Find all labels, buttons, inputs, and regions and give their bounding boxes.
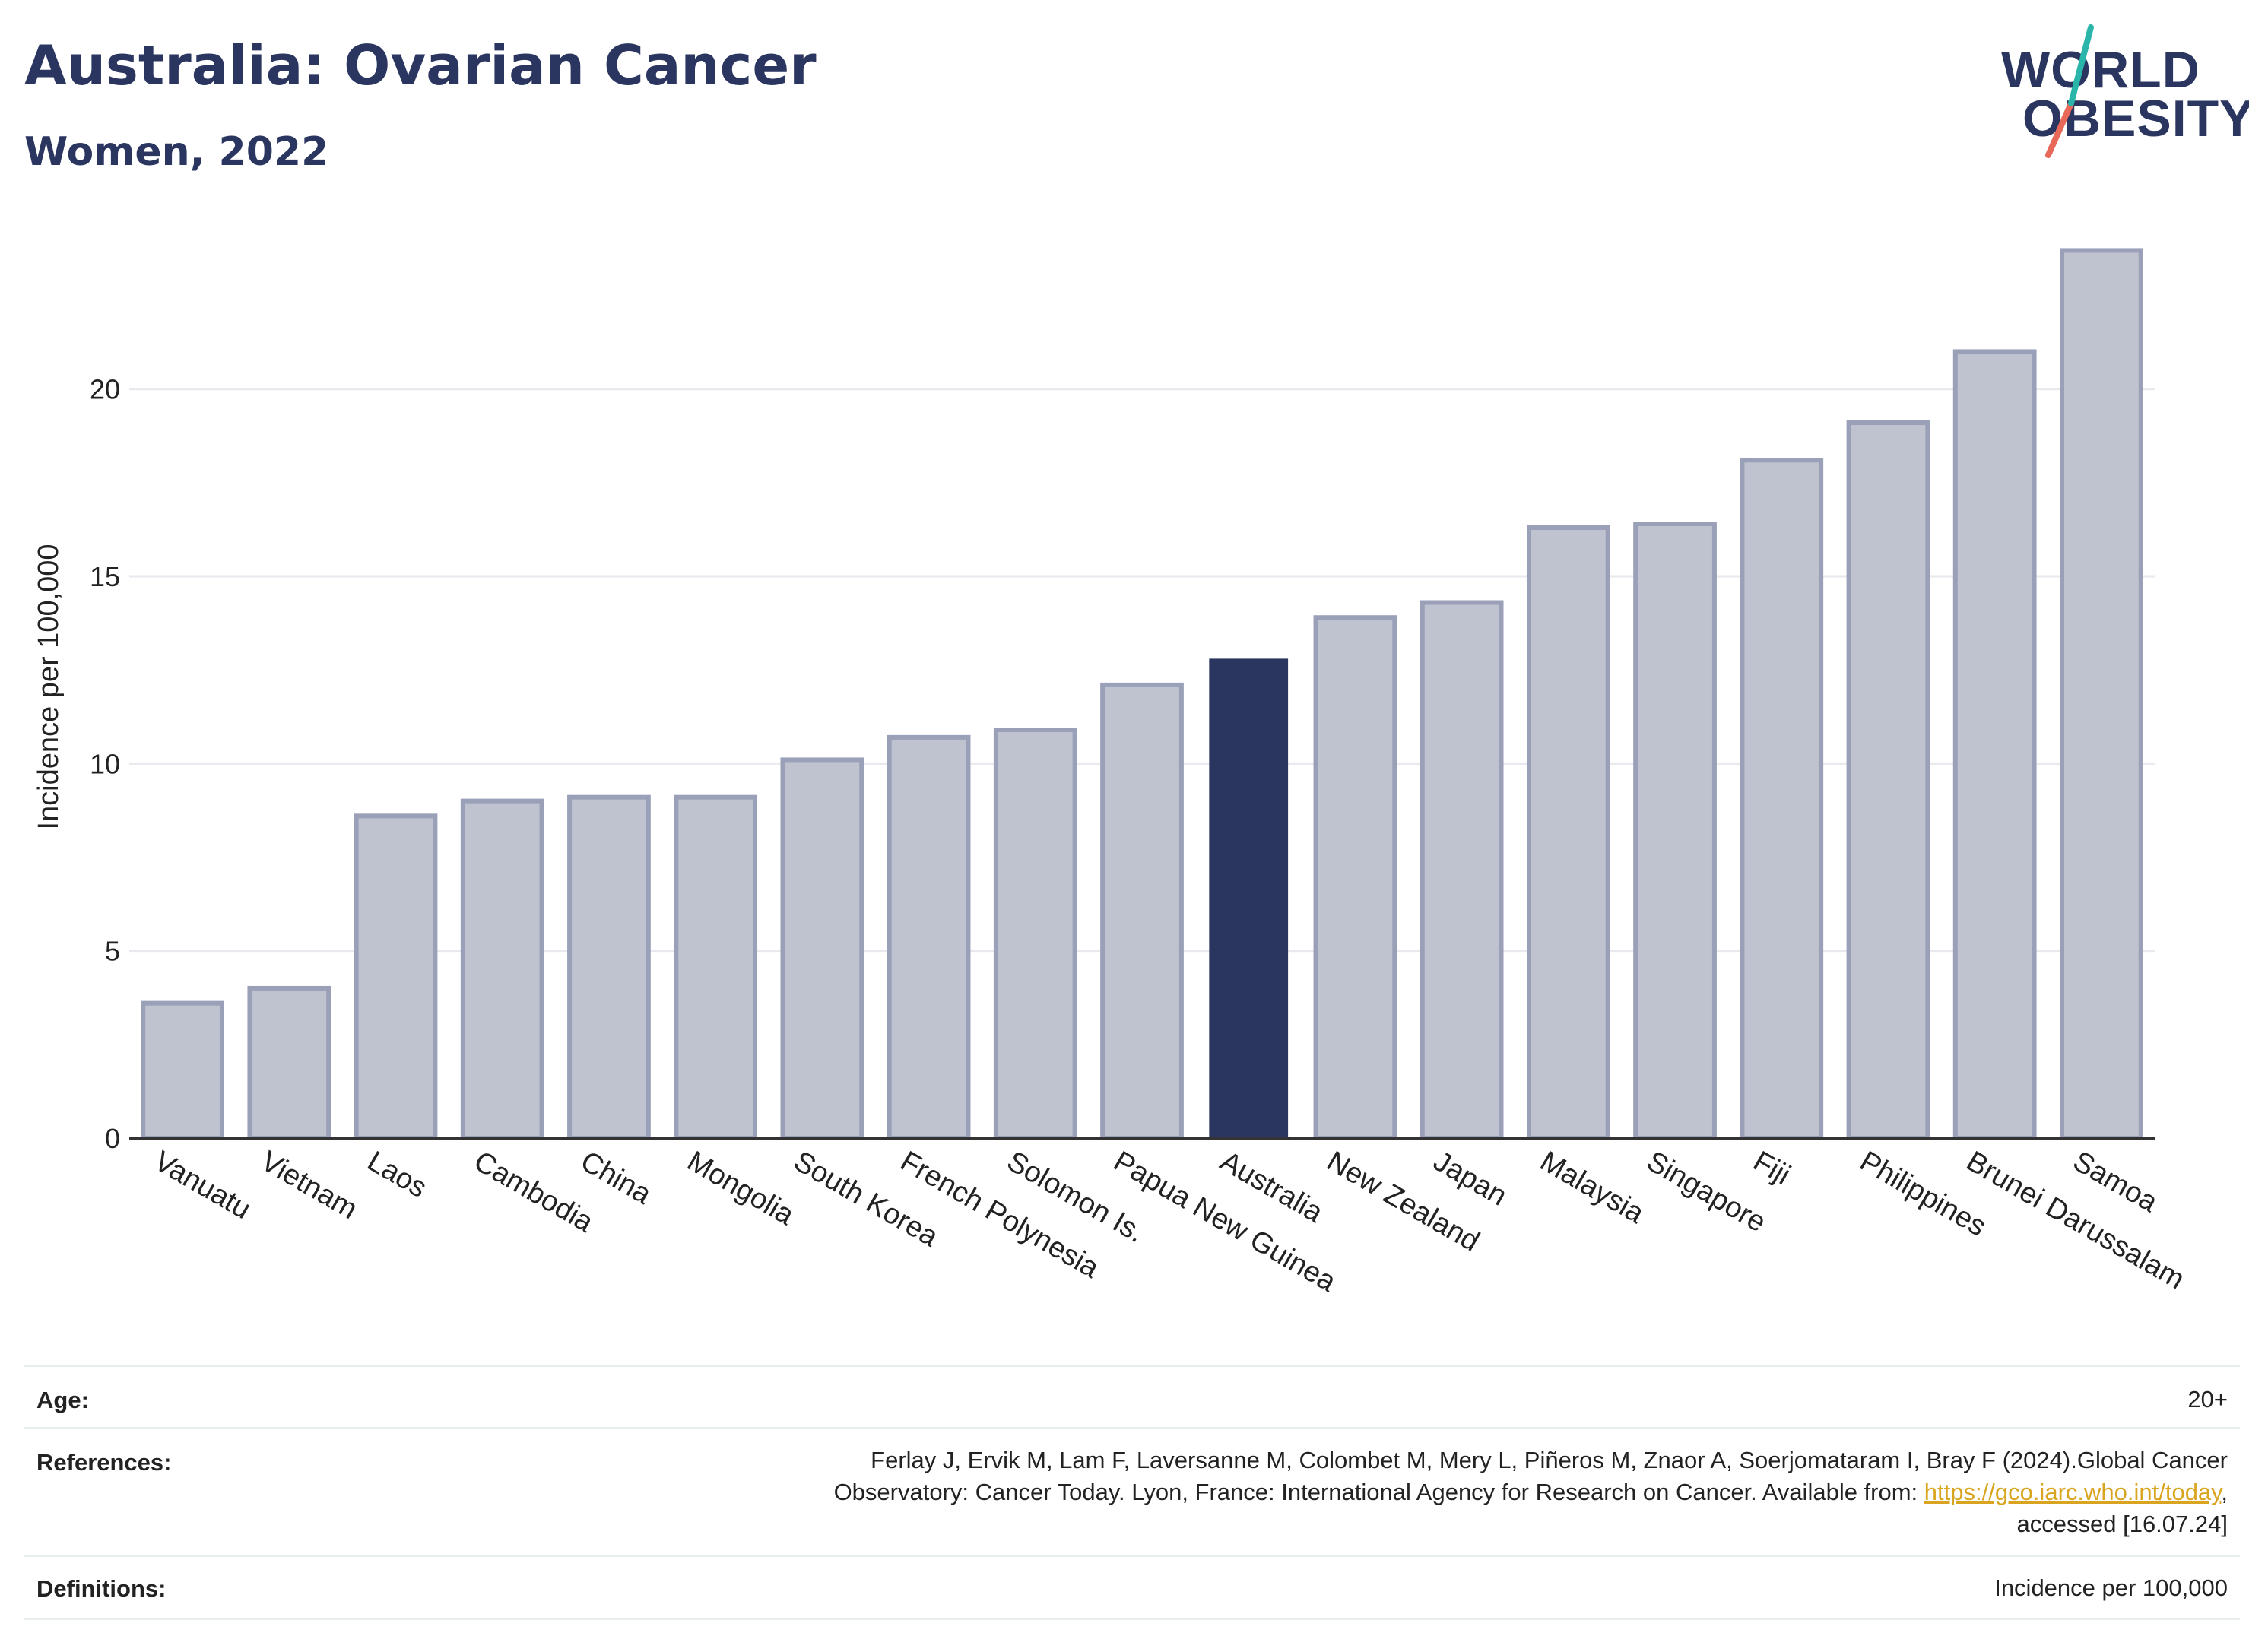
bars — [141, 248, 2143, 1141]
bar-japan — [1420, 600, 1504, 1140]
x-tick-label: China — [575, 1145, 657, 1210]
bar-brunei-darussalam — [1952, 349, 2037, 1140]
definitions-value: Incidence per 100,000 — [1994, 1574, 2228, 1601]
x-tick-label: Vietnam — [255, 1145, 363, 1226]
bar-solomon-is — [993, 728, 1077, 1140]
x-tick-label: Laos — [362, 1145, 432, 1204]
y-tick-label: 20 — [90, 374, 120, 405]
age-value: 20+ — [2187, 1386, 2228, 1413]
x-tick-label: Vanuatu — [149, 1145, 256, 1226]
references-line2-text: Observatory: Cancer Today. Lyon, France:… — [833, 1479, 1924, 1505]
age-label: Age: — [36, 1387, 89, 1413]
bar-papua-new-guinea — [1100, 682, 1184, 1140]
bar-chart: 0 5 10 15 20 Vanuatu Vietnam Laos CambodiaChina… — [33, 248, 2190, 1298]
x-tick-label: Japan — [1428, 1145, 1512, 1212]
references-line1: Ferlay J, Ervik M, Lam F, Laversanne M, … — [871, 1447, 2228, 1473]
references-line2-suffix: , — [2221, 1479, 2228, 1505]
bar-mongolia — [674, 794, 758, 1140]
logo-line1: WORLD — [2001, 41, 2200, 99]
bar-australia — [1209, 658, 1289, 1138]
meta-row-definitions: Definitions: Incidence per 100,000 — [24, 1555, 2240, 1620]
references-line3: accessed [16.07.24] — [2016, 1511, 2228, 1537]
y-tick-label: 0 — [105, 1123, 120, 1154]
page-title: Australia: Ovarian Cancer — [24, 33, 817, 97]
bar-south-korea — [780, 757, 864, 1140]
world-obesity-logo: WORLD OBESITY — [1992, 21, 2249, 166]
y-axis-title: Incidence per 100,000 — [33, 544, 65, 829]
y-tick-label: 5 — [105, 936, 120, 967]
meta-row-references: References: Ferlay J, Ervik M, Lam F, La… — [24, 1427, 2240, 1557]
references-line2: Observatory: Cancer Today. Lyon, France:… — [834, 1476, 2228, 1508]
meta-row-age: Age: 20+ — [24, 1365, 2240, 1429]
bar-fiji — [1740, 458, 1824, 1140]
x-tick-label: Fiji — [1748, 1145, 1796, 1191]
bar-samoa — [2060, 248, 2143, 1140]
bar-new-zealand — [1313, 615, 1397, 1140]
bar-philippines — [1846, 420, 1930, 1140]
metadata-table: Age: 20+ References: Ferlay J, Ervik M, … — [24, 1365, 2240, 1620]
axes: 0 5 10 15 20 — [90, 374, 2155, 1154]
bar-singapore — [1633, 522, 1717, 1140]
page-subtitle: Women, 2022 — [24, 129, 329, 175]
bar-vanuatu — [141, 1000, 224, 1140]
x-tick-label: Singapore — [1642, 1145, 1772, 1238]
logo-slash-icon — [2045, 24, 2094, 158]
references-link[interactable]: https://gco.iarc.who.int/today — [1924, 1479, 2222, 1505]
bar-french-polynesia — [887, 734, 971, 1140]
bar-malaysia — [1526, 525, 1610, 1140]
y-tick-label: 15 — [90, 561, 120, 592]
definitions-label: Definitions: — [36, 1575, 167, 1602]
bar-laos — [354, 813, 438, 1140]
references-value: Ferlay J, Ervik M, Lam F, Laversanne M, … — [834, 1444, 2228, 1540]
bar-china — [567, 794, 651, 1140]
references-label: References: — [36, 1449, 172, 1476]
bar-cambodia — [460, 798, 544, 1141]
y-tick-label: 10 — [90, 748, 120, 779]
x-tick-label: Cambodia — [468, 1145, 599, 1238]
logo-line2: OBESITY — [2022, 90, 2249, 147]
x-tick-label: Mongolia — [682, 1145, 800, 1232]
bar-vietnam — [247, 985, 331, 1140]
x-tick-label: Malaysia — [1534, 1145, 1650, 1230]
